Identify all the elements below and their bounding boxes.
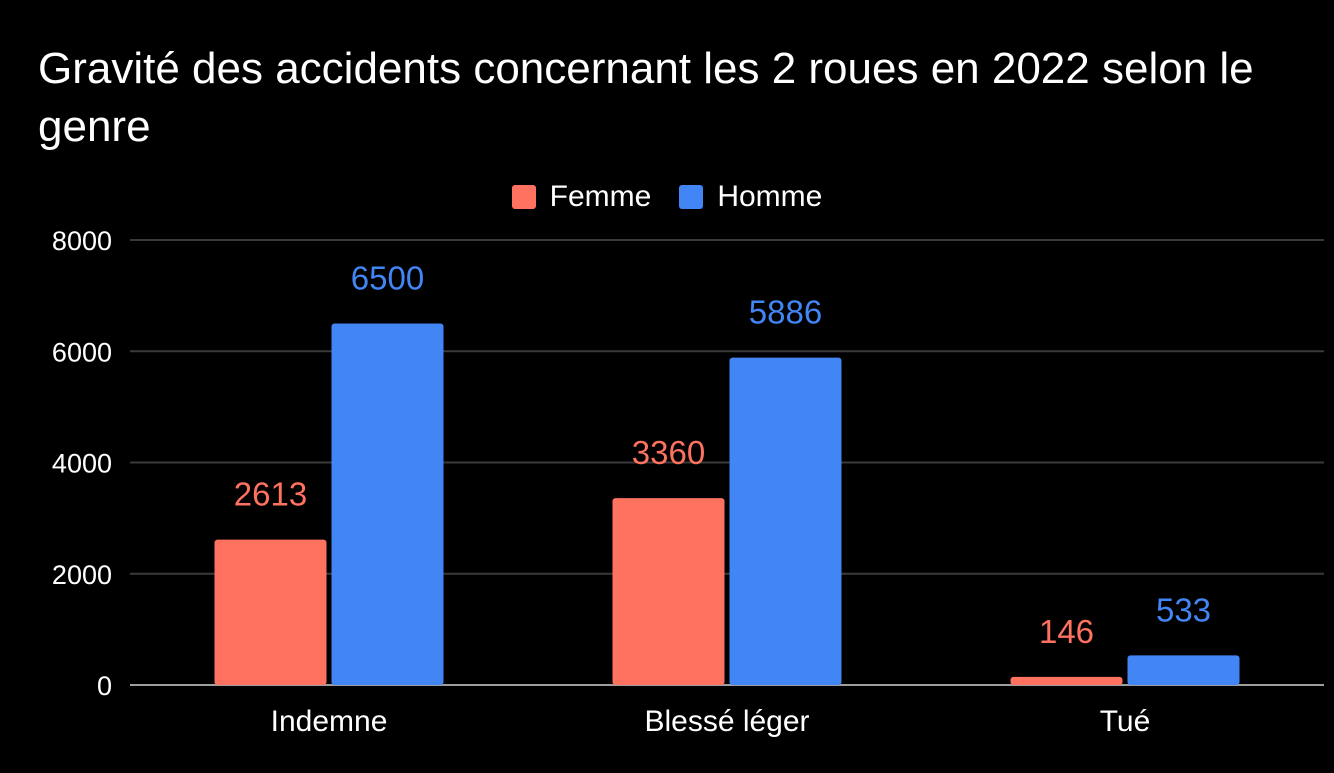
data-label: 2613: [234, 476, 307, 513]
legend-label-femme: Femme: [549, 180, 652, 213]
y-tick-label: 2000: [52, 560, 112, 590]
bar-homme: [331, 323, 444, 685]
bar-homme: [1127, 655, 1240, 685]
bar-femme: [1010, 676, 1123, 685]
legend-swatch-femme: [511, 185, 536, 209]
data-label: 146: [1039, 613, 1094, 650]
bar-femme: [214, 539, 327, 685]
legend-item-homme: Homme: [679, 180, 822, 214]
y-tick-label: 6000: [52, 337, 112, 367]
x-category-label: Tué: [1100, 705, 1151, 738]
y-tick-label: 0: [97, 671, 112, 701]
data-label: 5886: [749, 294, 822, 331]
legend-swatch-homme: [679, 185, 704, 209]
data-label: 6500: [351, 259, 424, 296]
chart-title: Gravité des accidents concernant les 2 r…: [38, 44, 1254, 151]
bar-homme: [729, 357, 842, 685]
bar-femme: [612, 498, 725, 685]
y-tick-label: 4000: [52, 449, 112, 479]
data-label: 3360: [632, 434, 705, 471]
data-label: 533: [1156, 591, 1211, 628]
x-category-label: Blessé léger: [644, 705, 809, 738]
chart-legend: Femme Homme: [0, 180, 1334, 214]
y-tick-label: 8000: [52, 226, 112, 256]
legend-label-homme: Homme: [717, 180, 823, 213]
legend-item-femme: Femme: [511, 180, 652, 214]
x-category-label: Indemne: [271, 705, 388, 738]
